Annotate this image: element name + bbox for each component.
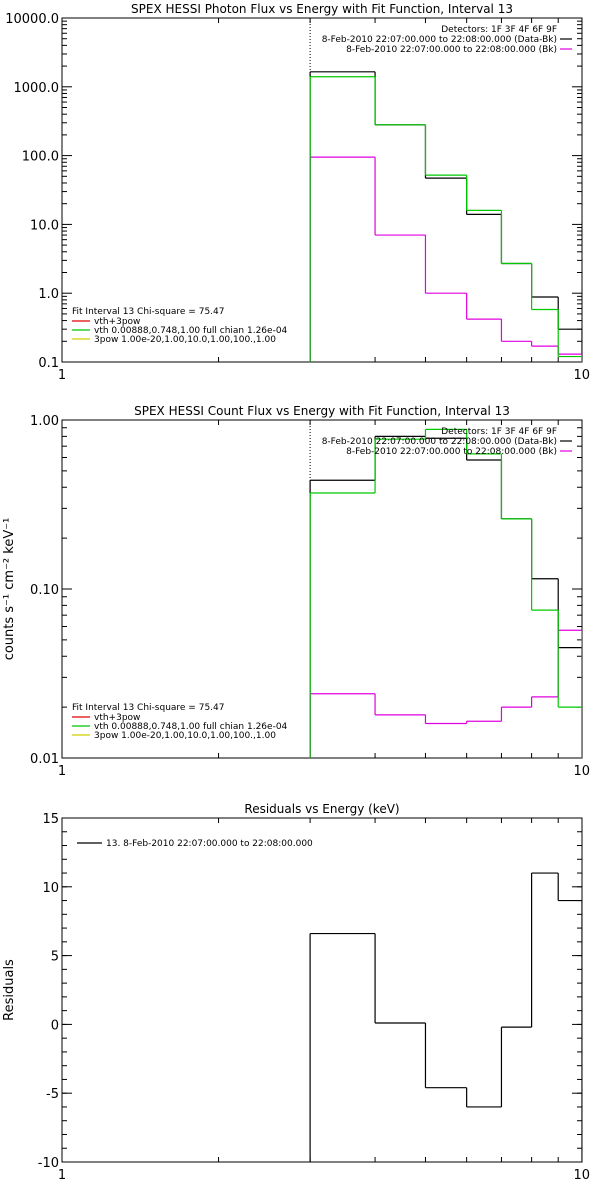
legend-label: 3pow 1.00e-20,1.00,10.0,1.00,100.,1.00 [94, 731, 276, 741]
y-tick-label: 0 [51, 1018, 59, 1033]
x-tick-label: 1 [58, 368, 66, 383]
y-tick-label: -5 [46, 1087, 59, 1102]
legend-label: vth 0.00888,0.748,1.00 full chian 1.26e-… [94, 326, 288, 336]
header-text: Detectors: 1F 3F 4F 6F 9F [441, 427, 557, 437]
chart-title: SPEX HESSI Photon Flux vs Energy with Fi… [131, 2, 513, 16]
header-text: Detectors: 1F 3F 4F 6F 9F [441, 25, 557, 35]
header-text: 8-Feb-2010 22:07:00.000 to 22:08:00.000 … [346, 447, 557, 457]
legend-label: vth+3pow [94, 317, 140, 327]
series-bk [309, 629, 582, 758]
header-text: 8-Feb-2010 22:07:00.000 to 22:08:00.000 … [322, 35, 557, 45]
y-tick-label: 15 [42, 812, 59, 827]
x-tick-label: 10 [573, 368, 590, 383]
chart-panel-2: SPEX HESSI Count Flux vs Energy with Fit… [2, 404, 590, 779]
fit-info-text: Fit Interval 13 Chi-square = 75.47 [72, 307, 224, 317]
chart-title: Residuals vs Energy (keV) [244, 802, 399, 816]
legend-label: 13. 8-Feb-2010 22:07:00.000 to 22:08:00.… [106, 839, 313, 849]
x-tick-label: 1 [58, 1168, 66, 1183]
y-tick-label: 5 [51, 950, 59, 965]
plot-frame [61, 817, 583, 1163]
y-tick-label: 100.0 [22, 150, 59, 165]
plot-frame [61, 17, 583, 363]
x-tick-label: 10 [573, 1168, 590, 1183]
y-tick-label: 10.0 [30, 218, 59, 233]
fit-info-text: Fit Interval 13 Chi-square = 75.47 [72, 703, 224, 713]
legend-label: vth+3pow [94, 713, 140, 723]
header-text: 8-Feb-2010 22:07:00.000 to 22:08:00.000 … [322, 437, 557, 447]
series-vth+3pow [309, 428, 582, 758]
chart-title: SPEX HESSI Count Flux vs Energy with Fit… [134, 404, 510, 418]
y-tick-label: 0.1 [38, 356, 59, 371]
y-tick-label: 1.0 [38, 287, 59, 302]
y-tick-label: 0.10 [30, 583, 59, 598]
series-vth+3pow [309, 76, 582, 362]
y-tick-label: 10000.0 [5, 12, 59, 27]
y-tick-label: 10 [42, 881, 59, 896]
series-data-bk [309, 435, 582, 758]
y-tick-label: 1000.0 [14, 81, 60, 96]
series-data-bk [309, 71, 582, 362]
chart-panel-3: Residuals vs Energy (keV) 1 10 -10 -5 0 5 10 15 R… [2, 802, 590, 1183]
legend-label: 3pow 1.00e-20,1.00,10.0,1.00,100.,1.00 [94, 335, 276, 345]
legend-label: vth 0.00888,0.748,1.00 full chian 1.26e-… [94, 722, 288, 732]
y-axis-label: Residuals [2, 959, 17, 1021]
y-tick-label: 1.00 [30, 414, 59, 429]
chart-panel-1: SPEX HESSI Photon Flux vs Energy with Fi… [5, 2, 590, 383]
series-bk [309, 156, 582, 362]
y-axis-label: counts s⁻¹ cm⁻² keV⁻¹ [2, 518, 17, 661]
y-tick-label: -10 [38, 1156, 59, 1171]
y-tick-label: 0.01 [30, 752, 59, 767]
series-13 [309, 872, 582, 1162]
header-text: 8-Feb-2010 22:07:00.000 to 22:08:00.000 … [346, 45, 557, 55]
x-tick-label: 10 [573, 764, 590, 779]
x-tick-label: 1 [58, 764, 66, 779]
